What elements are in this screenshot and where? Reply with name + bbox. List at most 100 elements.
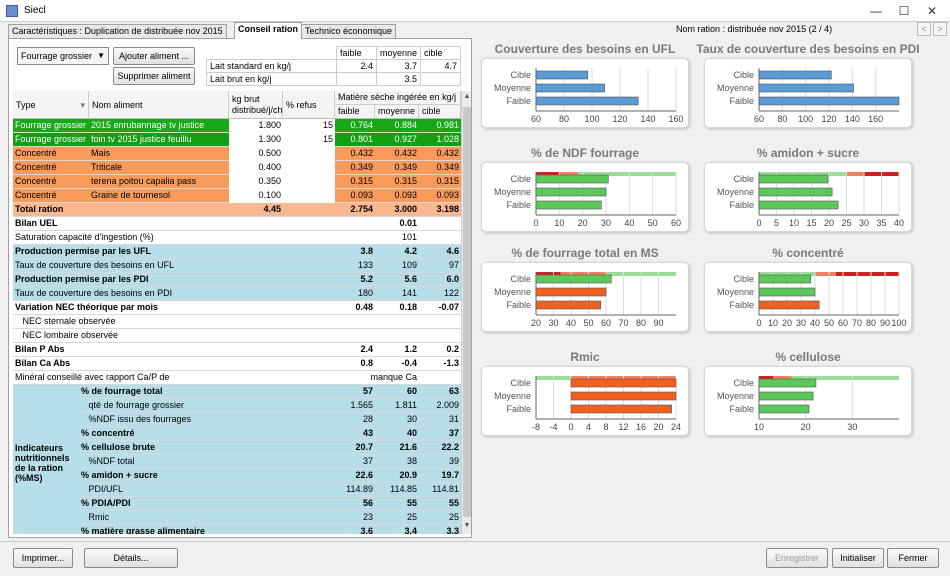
tab-conseil-ration[interactable]: Conseil ration bbox=[234, 22, 303, 39]
result-cible-cell[interactable]: 6.0 bbox=[446, 274, 459, 284]
feed-row[interactable]: Concentré terena poitou capalia pass 0.350… bbox=[13, 175, 461, 189]
feed-type-cell[interactable]: Concentré bbox=[15, 148, 57, 158]
feed-refus-cell[interactable]: 15 bbox=[283, 119, 335, 133]
feed-ms-m-cell[interactable]: 0.432 bbox=[394, 148, 417, 158]
indicator-faible-cell[interactable]: 28 bbox=[362, 414, 373, 424]
feed-ms-m-cell[interactable]: 0.884 bbox=[394, 120, 417, 130]
total-kg-cell[interactable]: 4.45 bbox=[263, 204, 281, 214]
result-moyenne-cell[interactable] bbox=[375, 329, 419, 343]
result-faible-cell[interactable]: 0.8 bbox=[360, 358, 373, 368]
indicator-cible-cell[interactable]: 114.81 bbox=[432, 484, 459, 494]
scroll-thumb[interactable] bbox=[463, 107, 471, 517]
initialize-button[interactable]: Initialiser bbox=[832, 548, 884, 568]
details-button[interactable]: Détails... bbox=[84, 548, 178, 568]
feed-ms-c-cell[interactable]: 0.432 bbox=[436, 148, 459, 158]
feed-ms-f-cell[interactable]: 0.315 bbox=[350, 176, 373, 186]
result-row[interactable]: Production permise par les UFL 3.8 4.2 4.6 bbox=[13, 245, 461, 259]
feed-name-cell[interactable]: terena poitou capalia pass bbox=[91, 176, 197, 186]
indicator-row[interactable]: %NDF total 37 38 39 bbox=[13, 455, 461, 469]
indicator-faible-cell[interactable]: 43 bbox=[362, 428, 373, 438]
col-type[interactable]: Type ▾ bbox=[13, 91, 89, 119]
indicator-row[interactable]: PDI/UFL 114.89 114.85 114.81 bbox=[13, 483, 461, 497]
result-cible-cell[interactable]: 122 bbox=[443, 288, 459, 298]
indicator-moyenne-cell[interactable]: 60 bbox=[406, 386, 417, 396]
result-row[interactable]: Saturation capacité d'ingestion (%) 101 bbox=[13, 231, 461, 245]
scroll-up-icon[interactable]: ▲ bbox=[463, 93, 471, 100]
indicator-faible-cell[interactable]: 57 bbox=[362, 386, 373, 396]
result-cible-cell[interactable]: 4.6 bbox=[446, 246, 459, 256]
indicator-moyenne-cell[interactable]: 3.4 bbox=[404, 526, 417, 534]
result-cible-cell[interactable] bbox=[419, 315, 461, 329]
result-faible-cell[interactable]: 0.48 bbox=[355, 302, 373, 312]
feed-ms-c-cell[interactable]: 0.315 bbox=[436, 176, 459, 186]
result-moyenne-cell[interactable]: 0.18 bbox=[399, 302, 417, 312]
indicator-cible-cell[interactable]: 2.009 bbox=[436, 400, 459, 410]
col-kg[interactable]: kg brut distribué/j/ch bbox=[229, 91, 283, 119]
feed-ms-m-cell[interactable]: 0.927 bbox=[394, 134, 417, 144]
result-row[interactable]: Minéral conseillé avec rapport Ca/P de ma… bbox=[13, 371, 461, 385]
feed-kg-cell[interactable]: 0.500 bbox=[229, 147, 283, 161]
close-window-button[interactable]: ✕ bbox=[926, 4, 938, 18]
indicator-row[interactable]: % PDIA/PDI 56 55 55 bbox=[13, 497, 461, 511]
result-faible-cell[interactable] bbox=[335, 217, 375, 231]
feed-ms-f-cell[interactable]: 0.093 bbox=[350, 190, 373, 200]
feed-name-cell[interactable]: Graine de tournesol bbox=[91, 190, 171, 200]
indicator-moyenne-cell[interactable]: 38 bbox=[406, 456, 417, 466]
indicator-cible-cell[interactable]: 63 bbox=[448, 386, 459, 396]
indicator-faible-cell[interactable]: 1.565 bbox=[350, 400, 373, 410]
indicator-row[interactable]: Rmic 23 25 25 bbox=[13, 511, 461, 525]
result-faible-cell[interactable] bbox=[335, 315, 375, 329]
col-moyenne[interactable]: moyenne bbox=[375, 105, 419, 119]
maximize-button[interactable]: ☐ bbox=[898, 4, 910, 18]
feed-type-cell[interactable]: Concentré bbox=[15, 176, 57, 186]
result-moyenne-cell[interactable]: 109 bbox=[401, 260, 417, 270]
feed-refus-cell[interactable] bbox=[283, 147, 335, 161]
indicator-moyenne-cell[interactable]: 40 bbox=[406, 428, 417, 438]
result-cible-cell[interactable]: -0.07 bbox=[438, 302, 459, 312]
indicator-cible-cell[interactable]: 19.7 bbox=[441, 470, 459, 480]
result-moyenne-cell[interactable]: 1.2 bbox=[404, 344, 417, 354]
feed-ms-f-cell[interactable]: 0.349 bbox=[350, 162, 373, 172]
result-row[interactable]: NEC sternale observée bbox=[13, 315, 461, 329]
feed-ms-m-cell[interactable]: 0.349 bbox=[394, 162, 417, 172]
feed-ms-m-cell[interactable]: 0.093 bbox=[394, 190, 417, 200]
total-row[interactable]: Total ration 4.45 2.754 3.000 3.198 bbox=[13, 203, 461, 217]
result-cible-cell[interactable] bbox=[419, 371, 461, 385]
indicator-moyenne-cell[interactable]: 55 bbox=[406, 498, 417, 508]
feed-row[interactable]: Fourrage grossier foin tv 2015 justice fe… bbox=[13, 133, 461, 147]
indicator-faible-cell[interactable]: 22.6 bbox=[355, 470, 373, 480]
result-moyenne-cell[interactable]: 101 bbox=[401, 232, 417, 242]
indicator-moyenne-cell[interactable]: 20.9 bbox=[399, 470, 417, 480]
feed-row[interactable]: Concentré Triticale 0.400 0.349 0.349 0.349 bbox=[13, 161, 461, 175]
tab-technico-economique[interactable]: Technico économique bbox=[301, 24, 397, 38]
indicator-cible-cell[interactable]: 37 bbox=[448, 428, 459, 438]
remove-feed-button[interactable]: Supprimer aliment bbox=[113, 67, 195, 85]
feed-kg-cell[interactable]: 0.400 bbox=[229, 161, 283, 175]
close-button[interactable]: Fermer bbox=[887, 548, 939, 568]
indicator-faible-cell[interactable]: 114.89 bbox=[346, 484, 373, 494]
feed-ms-c-cell[interactable]: 1.028 bbox=[436, 134, 459, 144]
result-row[interactable]: Taux de couverture des besoins en PDI 180… bbox=[13, 287, 461, 301]
tab-caracteristiques[interactable]: Caractéristiques : Duplication de distri… bbox=[8, 24, 227, 38]
total-cible-cell[interactable]: 3.198 bbox=[436, 204, 459, 214]
feed-name-cell[interactable]: Mais bbox=[91, 148, 111, 158]
grid-scrollbar[interactable]: ▲ ▼ bbox=[461, 91, 471, 534]
result-faible-cell[interactable] bbox=[335, 329, 375, 343]
indicator-row[interactable]: % de fourrage total 57 60 63 bbox=[13, 385, 461, 399]
result-cible-cell[interactable]: 97 bbox=[448, 260, 459, 270]
indicator-moyenne-cell[interactable]: 21.6 bbox=[399, 442, 417, 452]
result-faible-cell[interactable]: 3.8 bbox=[360, 246, 373, 256]
feed-kg-cell[interactable]: 0.100 bbox=[229, 189, 283, 203]
result-moyenne-cell[interactable]: 4.2 bbox=[404, 246, 417, 256]
feed-name-cell[interactable]: Triticale bbox=[91, 162, 123, 172]
feed-ms-c-cell[interactable]: 0.093 bbox=[436, 190, 459, 200]
result-cible-cell[interactable] bbox=[419, 329, 461, 343]
col-cible[interactable]: cible bbox=[419, 105, 461, 119]
result-moyenne-cell[interactable]: 5.6 bbox=[404, 274, 417, 284]
indicator-faible-cell[interactable]: 20.7 bbox=[355, 442, 373, 452]
result-cible-cell[interactable] bbox=[419, 231, 461, 245]
indicator-faible-cell[interactable]: 56 bbox=[362, 498, 373, 508]
indicator-row[interactable]: qté de fourrage grossier 1.565 1.811 2.009 bbox=[13, 399, 461, 413]
feed-kg-cell[interactable]: 0.350 bbox=[229, 175, 283, 189]
feed-name-cell[interactable]: 2015 enrubannage tv justice bbox=[91, 120, 205, 130]
